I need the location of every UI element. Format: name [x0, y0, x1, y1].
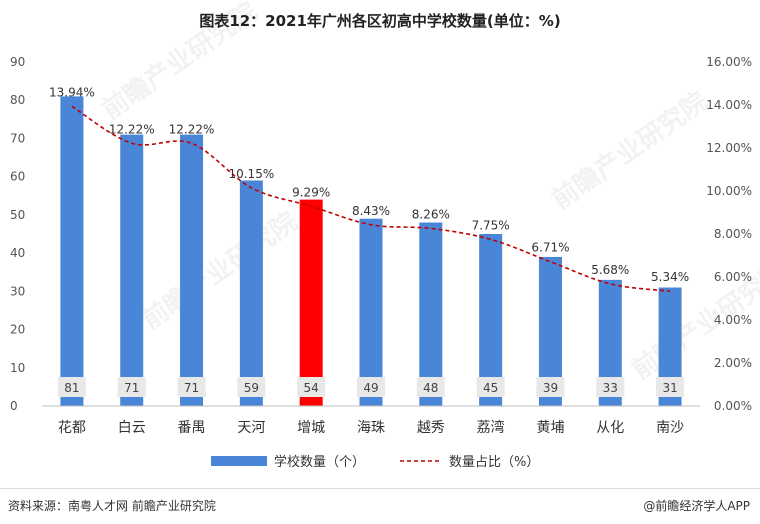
- left-axis-tick-label: 0: [10, 399, 18, 413]
- left-axis-tick-label: 60: [10, 170, 25, 184]
- bar-value-label: 39: [543, 381, 558, 395]
- bar-value-box: [416, 377, 445, 397]
- watermark-text: 前瞻产业研究院: [546, 86, 713, 216]
- brand-credit: @前瞻经济学人APP: [643, 499, 750, 513]
- bar-增城: [299, 199, 323, 406]
- left-axis-tick-label: 20: [10, 323, 25, 337]
- bar-黄埔: [538, 256, 562, 406]
- legend-bar-swatch: [211, 456, 267, 466]
- bar-从化: [598, 279, 622, 406]
- bar-value-box: [237, 377, 266, 397]
- right-axis-tick-label: 8.00%: [714, 227, 752, 241]
- category-label: 番禺: [178, 420, 206, 436]
- bar-白云: [120, 134, 144, 406]
- legend-line-label: 数量占比（%）: [449, 455, 539, 470]
- share-data-label: 8.43%: [352, 204, 390, 218]
- share-data-label: 6.71%: [531, 241, 569, 255]
- share-data-label: 5.68%: [591, 263, 629, 277]
- share-data-label: 12.22%: [109, 122, 155, 136]
- bar-value-label: 71: [184, 381, 199, 395]
- right-axis-tick-label: 10.00%: [706, 184, 752, 198]
- right-axis-tick-label: 4.00%: [714, 313, 752, 327]
- bar-花都: [60, 96, 84, 407]
- bar-value-label: 48: [423, 381, 438, 395]
- left-axis-tick-label: 10: [10, 361, 25, 375]
- share-data-label: 10.15%: [228, 167, 274, 181]
- bar-value-label: 49: [363, 381, 378, 395]
- legend-bar-label: 学校数量（个）: [274, 454, 365, 470]
- right-axis-tick-label: 16.00%: [706, 55, 752, 69]
- category-label: 荔湾: [477, 419, 505, 436]
- source-note: 资料来源：南粤人才网 前瞻产业研究院: [8, 499, 216, 513]
- category-label: 增城: [297, 420, 325, 436]
- left-axis-tick-label: 30: [10, 284, 25, 298]
- left-axis-tick-label: 90: [10, 55, 25, 69]
- bar-value-box: [357, 377, 385, 397]
- footer-divider: [0, 488, 760, 489]
- bar-海珠: [359, 218, 383, 406]
- right-axis-tick-label: 14.00%: [706, 98, 752, 112]
- bar-南沙: [658, 287, 682, 406]
- share-data-label: 7.75%: [472, 218, 510, 232]
- category-label: 从化: [596, 420, 624, 436]
- category-label: 天河: [237, 420, 265, 436]
- right-axis-tick-label: 12.00%: [706, 141, 752, 155]
- share-data-label: 13.94%: [49, 85, 95, 99]
- left-axis-tick-label: 50: [10, 208, 25, 222]
- bar-value-label: 59: [244, 381, 259, 395]
- share-data-label: 8.26%: [412, 207, 450, 221]
- left-axis-tick-label: 70: [10, 131, 25, 145]
- left-axis-tick-label: 80: [10, 93, 25, 107]
- bar-越秀: [419, 222, 443, 406]
- share-data-label: 9.29%: [292, 185, 330, 199]
- bar-value-label: 81: [64, 381, 79, 395]
- category-label: 越秀: [417, 420, 445, 436]
- left-axis-tick-label: 40: [10, 246, 25, 260]
- bar-value-box: [656, 377, 685, 397]
- bar-value-box: [297, 377, 326, 397]
- watermark-text: 前瞻产业研究院: [96, 0, 263, 126]
- share-data-label: 12.22%: [169, 122, 215, 136]
- bar-value-box: [57, 377, 86, 397]
- right-axis-tick-label: 6.00%: [714, 270, 752, 284]
- bar-value-box: [536, 377, 565, 397]
- bar-value-box: [596, 377, 625, 397]
- bar-荔湾: [479, 234, 503, 406]
- category-label: 黄埔: [536, 419, 564, 436]
- bar-value-label: 71: [124, 381, 139, 395]
- chart-title: 图表12：2021年广州各区初高中学校数量(单位：%): [199, 12, 561, 30]
- bar-value-box: [476, 377, 505, 397]
- category-label: 白云: [118, 420, 146, 436]
- bar-value-label: 33: [603, 381, 618, 395]
- watermark-text: 前瞻产业研究院: [136, 206, 303, 336]
- share-data-label: 5.34%: [651, 270, 689, 284]
- right-axis-tick-label: 0.00%: [714, 399, 752, 413]
- bar-value-label: 54: [304, 381, 319, 395]
- bar-天河: [239, 180, 263, 406]
- share-line: [71, 105, 671, 292]
- category-label: 花都: [58, 420, 86, 436]
- bar-value-label: 31: [662, 381, 677, 395]
- bar-番禺: [180, 134, 204, 406]
- category-label: 海珠: [357, 420, 385, 436]
- bar-value-box: [117, 377, 146, 397]
- right-axis-tick-label: 2.00%: [714, 356, 752, 370]
- bar-value-box: [177, 377, 206, 397]
- bar-value-label: 45: [483, 381, 498, 395]
- category-label: 南沙: [656, 420, 684, 436]
